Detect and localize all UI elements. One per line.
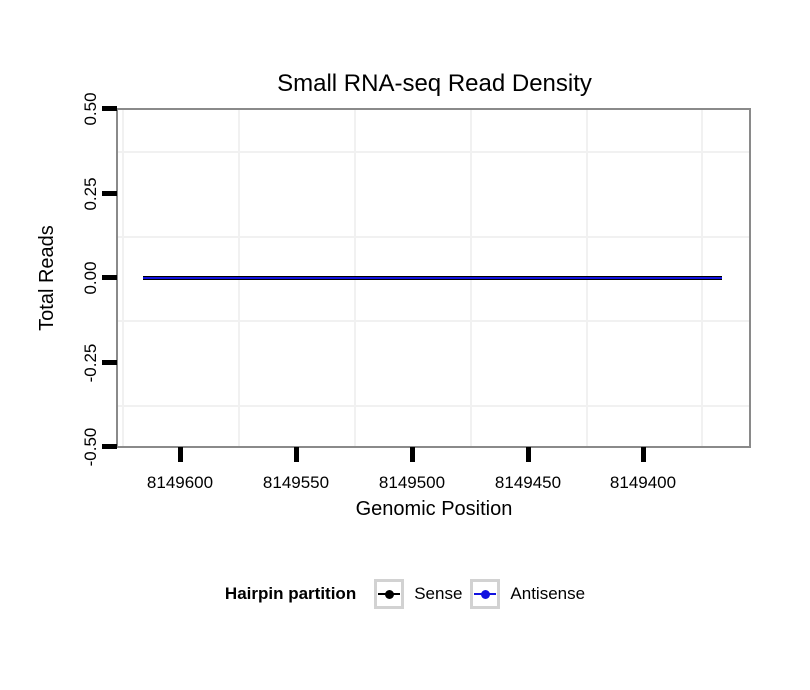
minor-gridline-vertical [122,110,124,446]
minor-gridline-horizontal [118,151,749,153]
y-axis-tick [102,191,117,196]
y-tick-label: 0.50 [81,92,100,126]
y-axis-tick [102,360,117,365]
x-axis-tick [178,447,183,462]
legend-entry-antisense: Antisense [470,579,585,609]
y-axis-tick [102,106,117,111]
chart-title: Small RNA-seq Read Density [277,70,592,97]
antisense-key-point-icon [480,589,490,599]
x-tick-label: 8149550 [262,473,330,492]
y-axis-tick [102,444,117,449]
minor-gridline-horizontal [118,320,749,322]
x-axis-tick [641,447,646,462]
x-tick-label: 8149450 [494,473,562,492]
y-axis-tick [102,275,117,280]
x-axis-tick [526,447,531,462]
minor-gridline-horizontal [118,236,749,238]
y-tick-label: 0.25 [81,177,100,211]
antisense-series-line [143,277,722,279]
x-axis-tick [410,447,415,462]
y-tick-label: 0.00 [81,261,100,295]
legend-key-sense [374,579,405,609]
sense-key-point-icon [384,589,394,599]
legend-label-sense: Sense [414,584,463,603]
minor-gridline-horizontal [118,405,749,407]
legend: Hairpin partition Sense Antisense [0,576,810,612]
x-tick-label: 8149400 [609,473,677,492]
legend-key-antisense [470,579,501,609]
legend-label-antisense: Antisense [510,584,586,603]
x-tick-label: 8149600 [146,473,214,492]
y-tick-label: -0.25 [81,343,100,383]
y-axis-title: Total Reads [36,225,58,331]
x-axis-title: Genomic Position [355,498,513,520]
x-tick-label: 8149500 [378,473,446,492]
legend-title: Hairpin partition [224,584,357,603]
y-tick-label: -0.50 [81,427,100,467]
x-axis-tick [294,447,299,462]
legend-entry-sense: Sense [374,579,462,609]
plot-panel [116,108,751,448]
